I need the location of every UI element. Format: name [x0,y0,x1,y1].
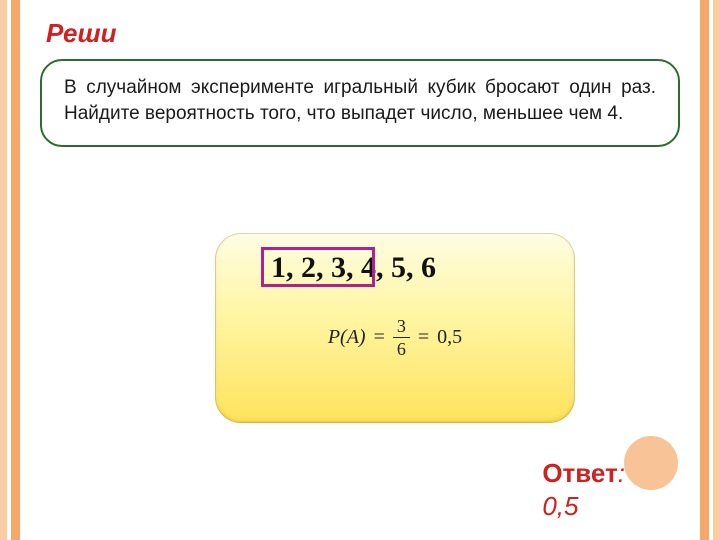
fraction-numerator: 3 [393,317,410,335]
answer-colon: : [618,458,625,488]
formula-equals-2: = [418,326,429,349]
outcomes-highlighted: 1, 2, 3, [271,251,354,284]
probability-formula: P(A) = 3 6 = 0,5 [239,317,551,358]
answer-label: Ответ [542,458,617,488]
fraction-bar [393,337,410,338]
problem-statement-box: В случайном эксперименте игральный кубик… [40,59,680,147]
outcomes-rest: 4, 5, 6 [354,251,437,284]
formula-lhs: P(A) [328,326,366,349]
problem-text: В случайном эксперименте игральный кубик… [64,77,656,124]
right-accent-strip [700,0,720,540]
fraction-denominator: 6 [393,340,410,358]
formula-equals-1: = [374,326,385,349]
outcomes-list: 1, 2, 3, 4, 5, 6 [271,251,551,285]
title-row: Реши [46,18,680,49]
formula-result: 0,5 [437,326,462,349]
left-accent-strip [0,0,20,540]
slide-content: Реши В случайном эксперименте игральный … [40,18,680,530]
title-main: Реши [46,18,116,49]
answer-value: 0,5 [542,491,625,522]
formula-fraction: 3 6 [393,317,410,358]
solution-box: 1, 2, 3, 4, 5, 6 P(A) = 3 6 = 0,5 [215,233,575,423]
answer-block: Ответ: 0,5 [542,458,625,522]
